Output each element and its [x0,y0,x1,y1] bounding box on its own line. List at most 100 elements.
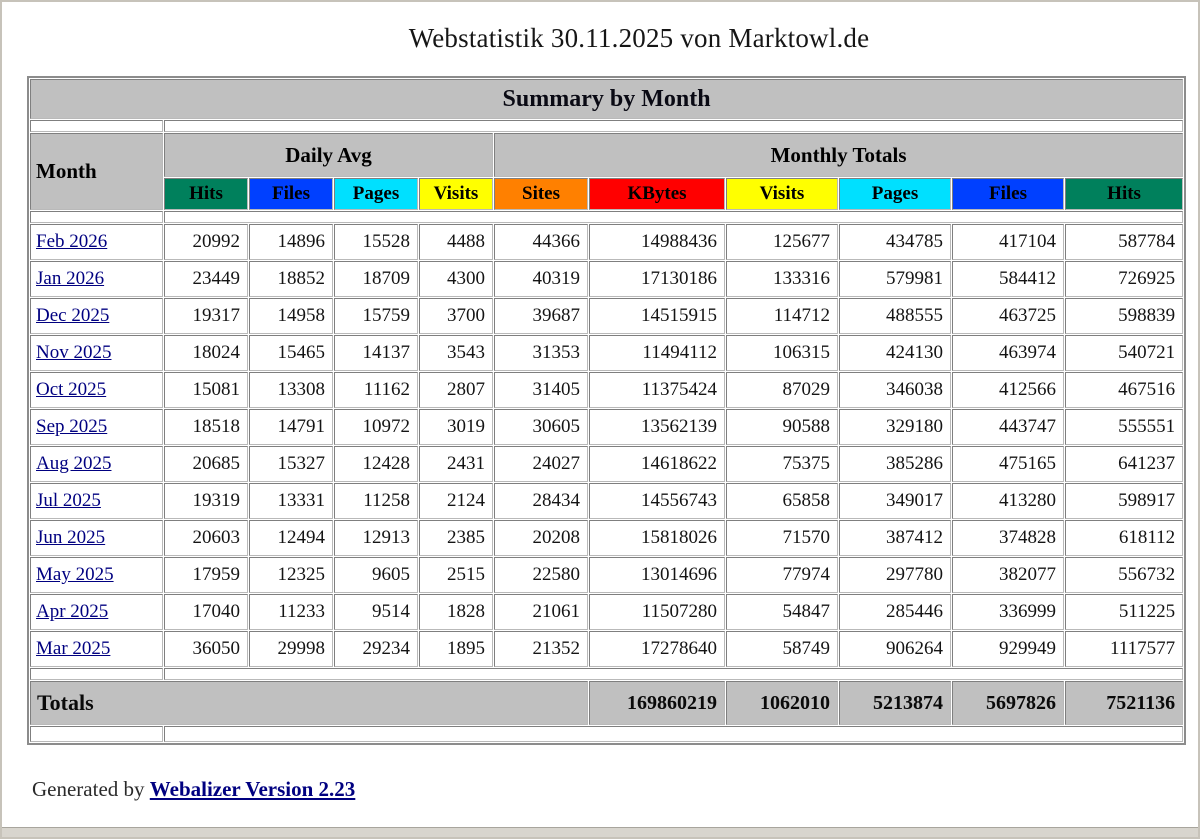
month-link[interactable]: Nov 2025 [36,342,112,363]
value-cell-daily-visits: 2431 [419,446,493,482]
value-cell-monthly-hits: 598839 [1065,298,1184,334]
month-link[interactable]: Jan 2026 [36,268,105,289]
month-cell: Sep 2025 [30,409,163,445]
value-cell-monthly-kbytes: 17278640 [589,631,725,667]
value-cell-daily-files: 14896 [249,224,333,260]
value-cell-daily-pages: 9514 [334,594,418,630]
month-link[interactable]: Jun 2025 [36,527,106,548]
totals-files: 5697826 [952,681,1064,725]
value-cell-monthly-visits: 125677 [726,224,838,260]
value-cell-monthly-sites: 24027 [494,446,588,482]
month-link[interactable]: May 2025 [36,564,114,585]
value-cell-daily-visits: 2124 [419,483,493,519]
value-cell-monthly-files: 584412 [952,261,1064,297]
totals-row: Totals 169860219 1062010 5213874 5697826… [30,681,1184,725]
value-cell-monthly-files: 475165 [952,446,1064,482]
value-cell-monthly-kbytes: 14515915 [589,298,725,334]
webalizer-version-link[interactable]: Webalizer Version 2.23 [149,777,356,801]
value-cell-daily-visits: 2807 [419,372,493,408]
value-cell-daily-files: 13308 [249,372,333,408]
value-cell-monthly-sites: 31353 [494,335,588,371]
totals-kbytes: 169860219 [589,681,725,725]
value-cell-daily-visits: 3019 [419,409,493,445]
month-cell: Jul 2025 [30,483,163,519]
month-link[interactable]: Mar 2025 [36,638,111,659]
spacer-cell [164,668,1184,680]
value-cell-monthly-kbytes: 11375424 [589,372,725,408]
value-cell-monthly-kbytes: 14618622 [589,446,725,482]
value-cell-daily-pages: 15528 [334,224,418,260]
table-row: Jul 2025 19319 13331 11258 2124 28434 14556743… [30,483,1184,519]
value-cell-daily-pages: 9605 [334,557,418,593]
value-cell-daily-pages: 15759 [334,298,418,334]
table-row: Mar 2025 36050 29998 29234 1895 21352 17278640… [30,631,1184,667]
table-row: Jan 2026 23449 18852 18709 4300 40319 17130186… [30,261,1184,297]
value-cell-monthly-visits: 65858 [726,483,838,519]
footer-text: Generated by [32,777,150,801]
table-row: Aug 2025 20685 15327 12428 2431 24027 14618622… [30,446,1184,482]
footer: Generated by Webalizer Version 2.23 [32,777,1198,802]
value-cell-daily-hits: 15081 [164,372,248,408]
value-cell-monthly-hits: 618112 [1065,520,1184,556]
value-cell-daily-files: 14958 [249,298,333,334]
month-cell: Dec 2025 [30,298,163,334]
column-header-month: Month [30,133,163,210]
table-row: Feb 2026 20992 14896 15528 4488 44366 14988436… [30,224,1184,260]
value-cell-monthly-visits: 87029 [726,372,838,408]
group-header-daily-avg: Daily Avg [164,133,493,177]
value-cell-daily-files: 12494 [249,520,333,556]
value-cell-monthly-pages: 349017 [839,483,951,519]
value-cell-monthly-kbytes: 14556743 [589,483,725,519]
value-cell-daily-files: 14791 [249,409,333,445]
month-cell: Aug 2025 [30,446,163,482]
value-cell-monthly-visits: 54847 [726,594,838,630]
value-cell-monthly-visits: 77974 [726,557,838,593]
value-cell-monthly-files: 336999 [952,594,1064,630]
value-cell-monthly-pages: 434785 [839,224,951,260]
value-cell-monthly-sites: 39687 [494,298,588,334]
value-cell-daily-hits: 23449 [164,261,248,297]
month-link[interactable]: Jul 2025 [36,490,101,511]
month-link[interactable]: Dec 2025 [36,305,110,326]
table-title-row: Summary by Month [30,79,1184,119]
value-cell-monthly-hits: 587784 [1065,224,1184,260]
value-cell-daily-hits: 18518 [164,409,248,445]
value-cell-daily-visits: 4488 [419,224,493,260]
table-header-section: Summary by Month Month Daily Avg Monthly… [30,79,1184,223]
value-cell-monthly-hits: 511225 [1065,594,1184,630]
value-cell-monthly-files: 443747 [952,409,1064,445]
value-cell-daily-hits: 20992 [164,224,248,260]
value-cell-monthly-visits: 90588 [726,409,838,445]
value-cell-daily-pages: 29234 [334,631,418,667]
value-cell-daily-pages: 18709 [334,261,418,297]
month-cell: Jan 2026 [30,261,163,297]
column-header-daily-files: Files [249,178,333,210]
month-link[interactable]: Oct 2025 [36,379,107,400]
table-body-section: Feb 2026 20992 14896 15528 4488 44366 14988436… [30,224,1184,667]
month-link[interactable]: Feb 2026 [36,231,108,252]
value-cell-monthly-files: 463725 [952,298,1064,334]
value-cell-monthly-sites: 21352 [494,631,588,667]
month-link[interactable]: Aug 2025 [36,453,112,474]
column-header-row: Hits Files Pages Visits Sites KBytes Visits Pag… [30,178,1184,210]
month-link[interactable]: Sep 2025 [36,416,108,437]
value-cell-daily-hits: 20685 [164,446,248,482]
group-header-row: Month Daily Avg Monthly Totals [30,133,1184,210]
month-link[interactable]: Apr 2025 [36,601,109,622]
value-cell-daily-hits: 17959 [164,557,248,593]
spacer-row [30,211,1184,223]
totals-visits: 1062010 [726,681,838,725]
value-cell-daily-pages: 11162 [334,372,418,408]
table-row: May 2025 17959 12325 9605 2515 22580 13014696 7… [30,557,1184,593]
value-cell-monthly-kbytes: 13562139 [589,409,725,445]
value-cell-daily-pages: 11258 [334,483,418,519]
value-cell-monthly-files: 417104 [952,224,1064,260]
value-cell-daily-visits: 3543 [419,335,493,371]
value-cell-monthly-pages: 385286 [839,446,951,482]
value-cell-monthly-hits: 1117577 [1065,631,1184,667]
value-cell-daily-visits: 2515 [419,557,493,593]
spacer-row [30,120,1184,132]
value-cell-monthly-kbytes: 14988436 [589,224,725,260]
spacer-cell [30,120,163,132]
